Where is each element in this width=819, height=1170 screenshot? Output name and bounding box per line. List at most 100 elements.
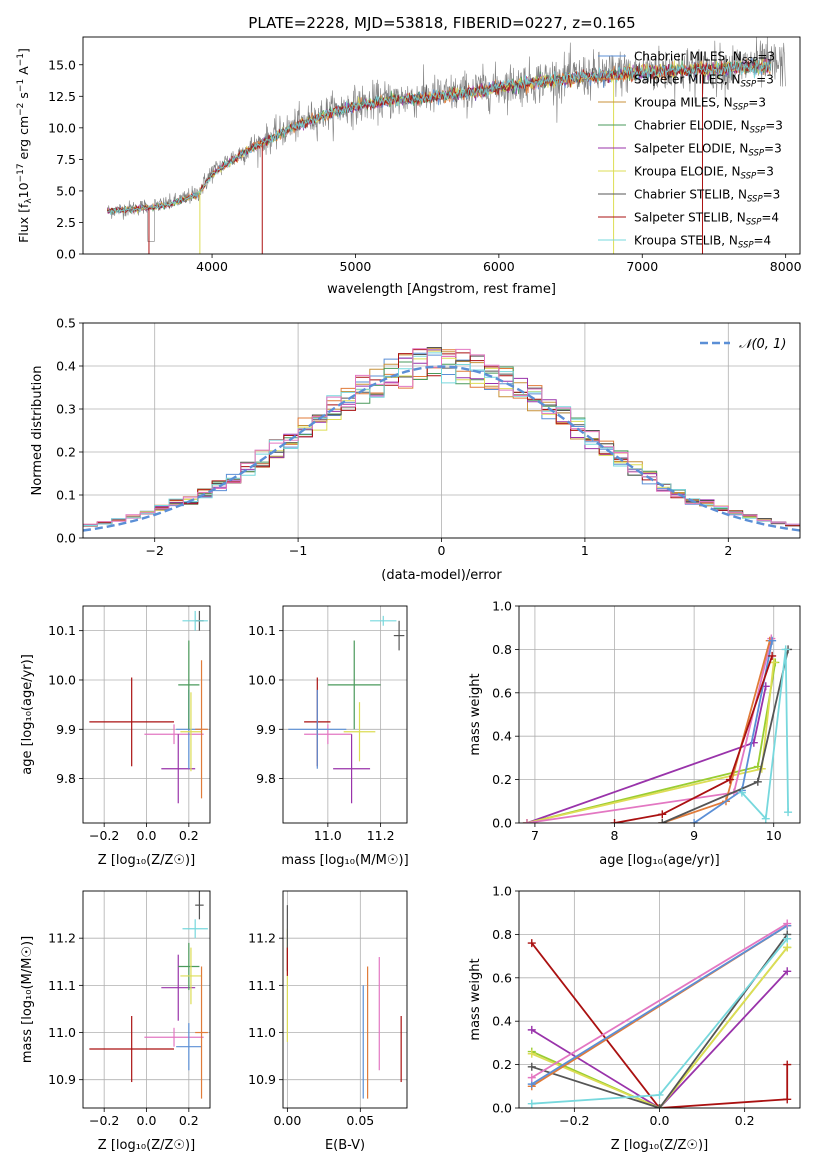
weight-marker xyxy=(527,1049,536,1058)
axes-frame xyxy=(518,890,801,1109)
weight-marker xyxy=(761,814,770,823)
plot-area xyxy=(527,919,792,1108)
y-tick-label: 7.5 xyxy=(56,152,76,167)
y-tick-label: 9.8 xyxy=(56,771,76,786)
y-tick-label: 11.1 xyxy=(48,978,76,993)
y-tick-label: 5.0 xyxy=(56,183,76,198)
x-axis-label: E(B-V) xyxy=(325,1138,365,1153)
model-spectrum xyxy=(107,60,772,215)
chart-mass-vs-ebv: 0.00 0.05 10.9 11.0 11.1 11.2 E(B-V) xyxy=(248,890,408,1153)
y-axis-label: mass weight xyxy=(468,958,483,1040)
y-tick-label: 0.4 xyxy=(56,359,76,374)
x-tick-label: 7000 xyxy=(626,259,658,274)
y-tick-label: 0.2 xyxy=(492,772,512,787)
x-tick-label: 0 xyxy=(438,543,446,558)
y-tick-label: 10.9 xyxy=(48,1072,76,1087)
x-axis-label: (data-model)/error xyxy=(381,568,502,583)
y-tick-label: 10.0 xyxy=(48,120,76,135)
y-axis-label: mass weight xyxy=(468,673,483,755)
x-axis-label: age [log₁₀(age/yr)] xyxy=(599,853,720,868)
error-bar-point xyxy=(176,1023,202,1071)
y-tick-label: 9.9 xyxy=(56,722,76,737)
error-bar-point xyxy=(89,1016,175,1083)
weight-marker xyxy=(783,919,792,928)
weight-marker xyxy=(725,775,734,784)
axes-frame xyxy=(82,605,211,824)
weight-series-line xyxy=(531,946,788,1108)
error-bar-point xyxy=(161,954,196,1021)
y-tick-label: 0.0 xyxy=(492,1101,512,1116)
x-tick-label: 11.0 xyxy=(314,828,342,843)
x-tick-label: 5000 xyxy=(340,259,372,274)
x-tick-label: −0.2 xyxy=(89,1113,119,1128)
weight-series-line xyxy=(693,640,773,823)
weight-series-line xyxy=(526,662,775,823)
error-bar-point xyxy=(182,610,208,631)
weight-marker xyxy=(527,1062,536,1071)
x-tick-label: 7 xyxy=(531,828,539,843)
x-tick-label: 8 xyxy=(611,828,619,843)
error-bar-point xyxy=(288,689,347,769)
y-tick-label: 10.1 xyxy=(48,623,76,638)
axes-frame xyxy=(82,890,211,1109)
x-tick-label: 8000 xyxy=(770,259,802,274)
chart-weight-vs-age: 7 8 9 10 0.0 0.2 0.4 0.6 0.8 1.0 age [log₁₀(age/yr… xyxy=(468,599,801,868)
y-tick-label: 0.1 xyxy=(56,488,76,503)
x-tick-label: 0.2 xyxy=(735,1113,755,1128)
error-bar-point xyxy=(178,640,200,730)
legend-entry: Kroupa MILES, NSSP=3 xyxy=(634,96,766,113)
weight-marker xyxy=(655,1104,664,1108)
x-tick-label: 0.0 xyxy=(650,1113,670,1128)
weight-marker xyxy=(768,636,777,645)
error-bar-point xyxy=(333,734,371,804)
y-tick-label: 0.2 xyxy=(56,445,76,460)
y-axis-label: Flux [fλ10−17 erg cm−2 s−1 A−1] xyxy=(16,48,34,243)
weight-marker xyxy=(783,1095,792,1104)
plot-area xyxy=(522,634,793,823)
legend-entry: Chabrier STELIB, NSSP=3 xyxy=(634,188,780,205)
x-tick-label: 0.0 xyxy=(137,828,157,843)
y-tick-label: 0.0 xyxy=(56,247,76,262)
error-bar-point xyxy=(178,942,200,991)
weight-marker xyxy=(610,819,619,823)
y-tick-label: 11.2 xyxy=(48,931,76,946)
legend-entry: Salpeter STELIB, NSSP=4 xyxy=(634,211,779,228)
weight-marker xyxy=(658,810,667,819)
x-axis-label: Z [log₁₀(Z/Z☉)] xyxy=(98,1138,195,1153)
y-tick-label: 10.0 xyxy=(48,672,76,687)
y-tick-label: 15.0 xyxy=(48,57,76,72)
error-bar-point xyxy=(161,734,196,804)
y-tick-label: 0.5 xyxy=(56,316,76,331)
x-axis-label: mass [log₁₀(M/M☉)] xyxy=(281,853,408,868)
chart-residual-histogram: −2 −1 0 1 2 0.0 0.1 0.2 0.3 0.4 0.5 (data-model)/er… xyxy=(30,316,801,583)
weight-marker xyxy=(658,819,667,823)
axes-frame xyxy=(282,605,408,824)
error-bar-point xyxy=(195,966,208,1099)
x-axis-label: wavelength [Angstrom, rest frame] xyxy=(327,282,556,297)
panels: 4000 5000 6000 7000 80000.02.55.07.510.012.5… xyxy=(16,36,802,1153)
x-tick-label: −0.2 xyxy=(559,1113,589,1128)
error-bar-point xyxy=(144,724,204,745)
axes-frame xyxy=(82,36,801,255)
y-tick-label: 0.6 xyxy=(492,970,512,985)
figure-title: PLATE=2228, MJD=53818, FIBERID=0227, z=0… xyxy=(248,14,635,32)
plot-area xyxy=(288,615,405,804)
weight-series-line xyxy=(531,970,788,1108)
x-axis-label: Z [log₁₀(Z/Z☉)] xyxy=(98,853,195,868)
legend-entry: Kroupa ELODIE, NSSP=3 xyxy=(634,165,774,182)
y-tick-label: 11.0 xyxy=(248,1025,276,1040)
x-tick-label: −2 xyxy=(145,543,163,558)
axes-frame xyxy=(518,605,801,824)
y-tick-label: 10.0 xyxy=(248,672,276,687)
error-bar-point xyxy=(144,1027,204,1047)
x-tick-label: −0.2 xyxy=(89,828,119,843)
error-bar-point xyxy=(195,891,204,920)
weight-series-line xyxy=(531,922,788,1079)
plot-area xyxy=(286,905,402,1099)
error-bar-point xyxy=(180,947,202,1005)
weight-marker xyxy=(783,1060,792,1069)
error-bar-point xyxy=(393,620,405,651)
legend-entry: Chabrier ELODIE, NSSP=3 xyxy=(634,119,783,136)
x-axis-label: Z [log₁₀(Z/Z☉)] xyxy=(611,1138,708,1153)
weight-marker xyxy=(527,939,536,948)
